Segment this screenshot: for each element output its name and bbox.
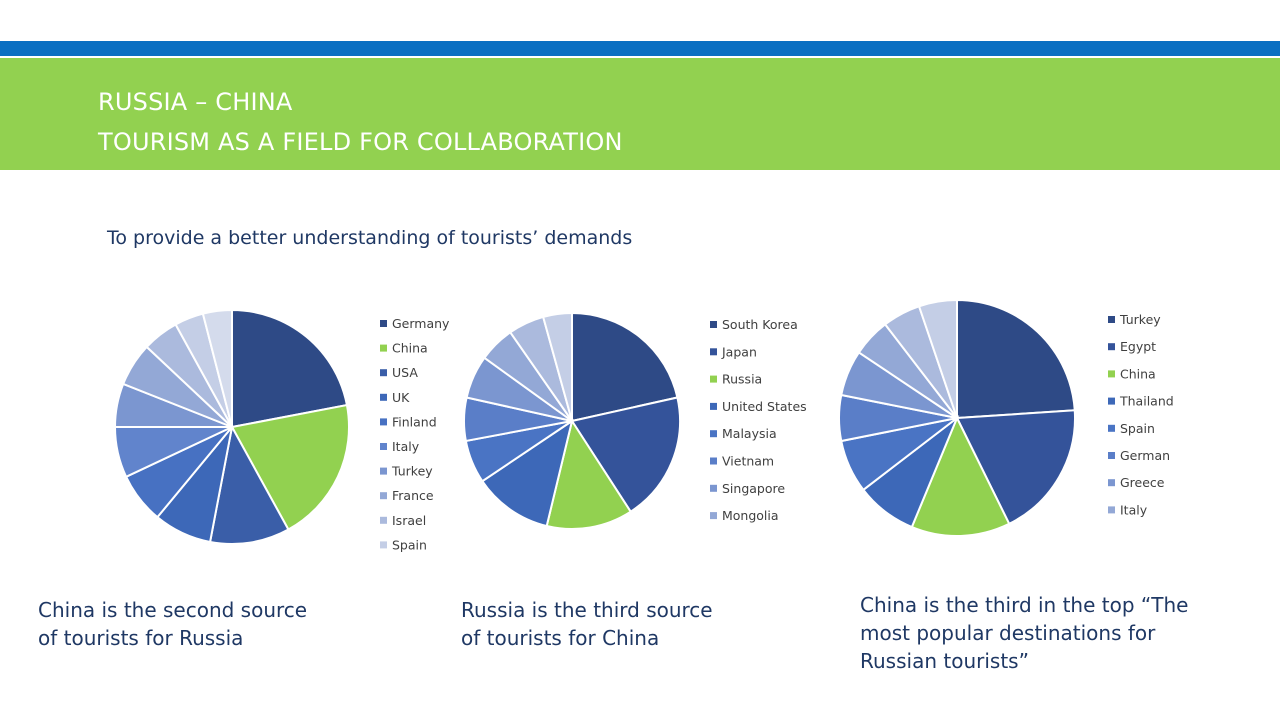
pie-slice bbox=[570, 396, 681, 514]
title-band bbox=[0, 58, 1280, 170]
chart-legend: Turkey Egypt China Thailand Spain German Greec… bbox=[1108, 312, 1174, 517]
caption-line: Russian tourists” bbox=[860, 649, 1029, 673]
pie-slice bbox=[917, 298, 958, 419]
legend-swatch bbox=[380, 320, 387, 327]
legend-swatch bbox=[710, 484, 717, 492]
caption-line: most popular destinations for bbox=[860, 621, 1156, 645]
legend-label: China bbox=[1120, 366, 1156, 381]
caption-chart1: China is the second source of tourists f… bbox=[38, 596, 307, 652]
legend-swatch bbox=[710, 375, 717, 383]
pie-slice bbox=[956, 298, 1076, 420]
pie-chart-sources-china: South Korea Japan Russia United States Malay… bbox=[463, 311, 807, 530]
caption-chart3: China is the third in the top “The most … bbox=[860, 591, 1188, 675]
pie-chart-destinations-russians: Turkey Egypt China Thailand Spain German Greec… bbox=[838, 298, 1174, 537]
pie-slice bbox=[208, 424, 290, 545]
legend-label: Japan bbox=[721, 344, 757, 359]
legend-swatch bbox=[1108, 424, 1115, 432]
legend-label: Malaysia bbox=[722, 426, 777, 441]
legend-label: Germany bbox=[392, 316, 450, 331]
legend-label: France bbox=[392, 488, 434, 503]
legend-label: Finland bbox=[392, 414, 437, 429]
legend-swatch bbox=[1108, 316, 1115, 323]
legend-label: Russia bbox=[722, 372, 762, 387]
legend-label: Spain bbox=[392, 537, 427, 552]
legend-swatch bbox=[380, 541, 387, 549]
caption-line: of tourists for China bbox=[461, 626, 660, 650]
legend-label: Turkey bbox=[391, 464, 433, 479]
pie-slice bbox=[545, 418, 633, 530]
legend-label: Turkey bbox=[1119, 312, 1161, 327]
pie-slice bbox=[480, 418, 574, 528]
legend-label: Vietnam bbox=[722, 454, 774, 469]
legend-label: Italy bbox=[1120, 502, 1148, 517]
pie-slice bbox=[231, 308, 349, 429]
legend-swatch bbox=[380, 418, 387, 426]
legend-swatch bbox=[1108, 506, 1115, 514]
chart-legend: Germany China USA UK Finland Italy Turkey Franc… bbox=[380, 316, 450, 552]
legend-swatch bbox=[710, 348, 717, 356]
page-title-line2: TOURISM AS A FIELD FOR COLLABORATION bbox=[98, 128, 623, 156]
legend-label: Singapore bbox=[722, 481, 785, 496]
legend-swatch bbox=[380, 516, 387, 524]
pie-slice bbox=[571, 311, 679, 423]
caption-line: China is the third in the top “The bbox=[860, 593, 1189, 617]
legend-label: USA bbox=[392, 365, 418, 380]
pie-slice bbox=[201, 308, 233, 428]
pie-chart-sources-russia: Germany China USA UK Finland Italy Turkey Franc… bbox=[113, 308, 450, 552]
legend-swatch bbox=[710, 512, 717, 520]
legend-swatch bbox=[1108, 452, 1115, 459]
legend-swatch bbox=[710, 321, 717, 328]
page-subtitle: To provide a better understanding of tou… bbox=[107, 227, 633, 249]
caption-chart2: Russia is the third source of tourists f… bbox=[461, 596, 713, 652]
caption-line: Russia is the third source bbox=[461, 598, 713, 622]
legend-label: United States bbox=[722, 399, 807, 414]
legend-label: UK bbox=[392, 390, 410, 405]
caption-line: China is the second source bbox=[38, 598, 308, 622]
legend-swatch bbox=[380, 492, 387, 500]
legend-swatch bbox=[380, 467, 387, 475]
legend-label: Mongolia bbox=[722, 508, 779, 523]
legend-label: Italy bbox=[392, 439, 420, 454]
legend-label: Spain bbox=[1120, 421, 1155, 436]
legend-label: Greece bbox=[1120, 475, 1165, 490]
caption-line: of tourists for Russia bbox=[38, 626, 244, 650]
legend-swatch bbox=[710, 430, 717, 438]
legend-swatch bbox=[710, 402, 717, 410]
legend-swatch bbox=[380, 344, 387, 352]
pie-slice bbox=[230, 403, 350, 531]
pie-slice bbox=[955, 409, 1076, 526]
legend-label: Israel bbox=[392, 513, 426, 528]
legend-swatch bbox=[380, 443, 387, 450]
legend-swatch bbox=[380, 369, 387, 377]
legend-label: Thailand bbox=[1119, 394, 1174, 409]
page-title-line1: RUSSIA – CHINA bbox=[98, 88, 293, 116]
legend-swatch bbox=[1108, 370, 1115, 378]
legend-label: China bbox=[392, 341, 428, 356]
legend-swatch bbox=[1108, 397, 1115, 405]
legend-label: German bbox=[1120, 448, 1170, 463]
legend-swatch bbox=[1108, 479, 1115, 487]
legend-swatch bbox=[1108, 343, 1115, 351]
legend-swatch bbox=[380, 393, 387, 401]
pie-slice bbox=[541, 311, 573, 422]
legend-swatch bbox=[710, 457, 717, 465]
chart-legend: South Korea Japan Russia United States Malay… bbox=[710, 317, 807, 523]
legend-label: South Korea bbox=[722, 317, 798, 332]
legend-label: Egypt bbox=[1120, 339, 1156, 354]
pie-slice bbox=[910, 415, 1011, 537]
top-accent-bar bbox=[0, 41, 1280, 56]
